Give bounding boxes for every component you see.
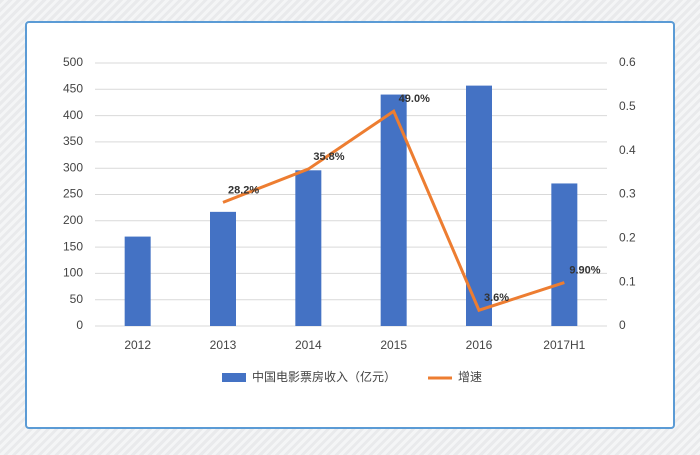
bar	[124, 236, 151, 326]
bar	[210, 211, 236, 326]
y2-tick-label: 0	[619, 318, 626, 332]
x-tick-label: 2013	[210, 338, 237, 352]
y-tick-label: 450	[63, 81, 83, 95]
y-tick-label: 250	[63, 187, 83, 201]
x-tick-label: 2012	[124, 338, 151, 352]
x-tick-label: 2014	[295, 338, 322, 352]
data-label: 49.0%	[399, 93, 430, 105]
y-tick-label: 300	[63, 160, 83, 174]
y-tick-label: 100	[63, 266, 83, 280]
y2-tick-label: 0.2	[619, 231, 636, 245]
data-label: 28.2%	[228, 184, 259, 196]
y-tick-label: 350	[63, 134, 83, 148]
y2-tick-label: 0.4	[619, 143, 636, 157]
line	[222, 108, 565, 313]
y2-tick-label: 0.6	[619, 55, 636, 69]
x-tick-label: 2017H1	[543, 338, 585, 352]
bar	[551, 183, 578, 326]
bar	[295, 170, 322, 326]
y-tick-label: 200	[63, 213, 83, 227]
y-tick-label: 500	[63, 55, 83, 69]
legend-label: 增速	[458, 370, 482, 384]
y-tick-label: 50	[70, 292, 84, 306]
y-tick-label: 150	[63, 239, 83, 253]
data-label: 9.90%	[569, 265, 600, 277]
x-tick-label: 2016	[466, 338, 493, 352]
y2-tick-label: 0.5	[619, 99, 636, 113]
y-tick-label: 0	[76, 318, 83, 332]
y2-tick-label: 0.3	[619, 187, 636, 201]
x-tick-label: 2015	[380, 338, 407, 352]
y2-tick-label: 0.1	[619, 274, 636, 288]
legend-label: 中国电影票房收入（亿元）	[252, 369, 396, 384]
y-tick-label: 400	[63, 108, 83, 122]
legend-swatch	[222, 373, 246, 382]
data-label: 3.6%	[484, 292, 509, 304]
data-label: 35.8%	[313, 151, 344, 163]
bar	[466, 85, 492, 326]
